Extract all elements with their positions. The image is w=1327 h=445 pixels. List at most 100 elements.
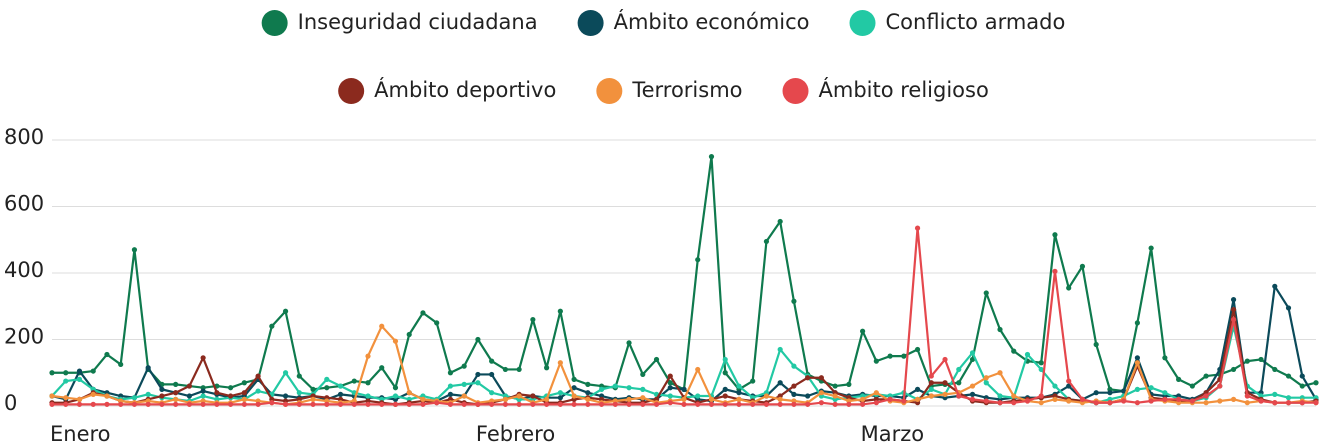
data-point [434,320,440,326]
data-point [1230,306,1237,313]
data-point [791,391,797,397]
data-point [997,326,1003,333]
data-point [571,376,577,382]
data-point [228,385,234,391]
data-point [571,401,577,407]
data-point [379,323,385,329]
data-point [942,391,948,397]
data-point [489,371,495,378]
data-point [997,393,1003,399]
data-point [1024,351,1031,358]
data-point [1162,355,1168,361]
data-point [1134,360,1140,366]
data-point [475,401,481,407]
data-point [516,366,522,373]
y-tick-label: 200 [4,325,44,349]
data-point [461,393,467,399]
data-point [434,400,440,406]
data-point [447,370,454,376]
data-point [1107,400,1113,406]
data-point [557,395,563,401]
data-point [763,238,770,245]
data-point [1079,263,1086,269]
data-point [530,393,536,399]
data-point [763,393,770,399]
data-point [475,380,481,386]
data-point [626,396,632,402]
data-point [969,396,976,402]
data-point [969,350,976,356]
data-point [337,383,344,389]
data-point [489,390,495,396]
data-point [777,396,783,402]
data-point [818,375,824,381]
data-point [695,401,701,407]
data-point [1134,355,1140,361]
data-point [860,396,866,402]
data-point [585,401,591,407]
data-point [159,393,165,399]
data-point [667,373,673,379]
data-point [1038,400,1044,406]
data-point [557,390,563,396]
data-point [1066,383,1072,389]
data-point [1052,268,1058,274]
data-point [475,371,481,378]
data-point [832,401,838,407]
data-point [640,386,646,392]
data-point [1258,398,1264,404]
data-point [337,391,344,397]
data-point [1107,390,1113,396]
data-point [296,373,302,379]
data-point [365,353,371,359]
data-point [186,401,192,407]
data-point [1203,393,1209,399]
legend-row: Inseguridad ciudadana Ámbito económico Con… [261,9,1065,36]
data-point [461,381,467,387]
data-point [942,380,948,386]
data-point [255,388,261,394]
y-tick-label: 400 [4,258,44,282]
data-point [131,247,138,253]
data-point [791,383,797,389]
data-point [928,386,934,392]
data-point [667,385,673,391]
data-point [502,366,508,373]
data-point [282,393,289,399]
data-point [200,355,206,361]
data-point [1299,400,1305,406]
data-point [1038,366,1044,373]
data-point [228,401,234,407]
data-point [159,401,165,407]
data-point [49,393,55,399]
data-point [104,351,110,358]
data-point [269,323,275,329]
data-point [1093,341,1099,348]
data-point [1134,400,1140,406]
data-point [145,391,151,397]
data-point [846,401,852,407]
data-point [145,365,151,371]
data-point [887,396,893,402]
data-point [1313,400,1319,406]
data-point [118,361,124,368]
data-point [983,290,989,296]
data-point [653,356,660,363]
data-point [914,386,921,392]
data-point [392,401,399,407]
data-point [1162,390,1168,396]
data-point [667,393,673,399]
data-point [516,393,522,399]
data-point [544,396,550,402]
data-point [640,395,646,401]
data-point [1244,393,1250,399]
data-point [310,386,316,392]
data-point [1093,390,1099,396]
legend-label: Ámbito económico [614,9,810,34]
data-point [406,331,412,338]
legend-label: Ámbito religioso [819,77,989,102]
data-point [612,383,618,389]
data-point [200,401,206,407]
data-point [1066,285,1072,291]
data-point [282,308,289,314]
